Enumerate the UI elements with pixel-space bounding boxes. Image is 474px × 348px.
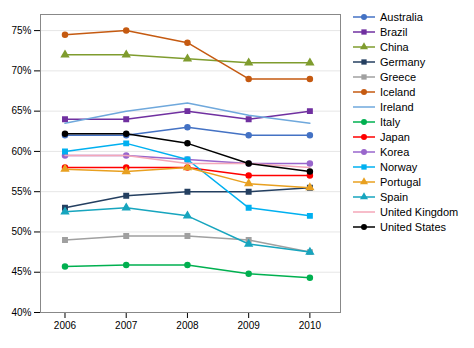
html-text:Ireland: Ireland xyxy=(380,101,414,113)
html-text:Portugal: Portugal xyxy=(380,176,421,188)
svg-text:2010: 2010 xyxy=(299,320,322,331)
svg-text:45%: 45% xyxy=(11,266,31,277)
html-text:United States: United States xyxy=(380,221,446,233)
html-text:Greece: Greece xyxy=(380,71,417,83)
html-text:Korea: Korea xyxy=(380,146,410,158)
svg-text:75%: 75% xyxy=(11,25,31,36)
svg-text:55%: 55% xyxy=(11,186,31,197)
svg-text:2006: 2006 xyxy=(54,320,77,331)
html-text:Germany: Germany xyxy=(380,56,426,68)
html-text:Australia: Australia xyxy=(380,11,423,23)
html-text:Brazil: Brazil xyxy=(380,26,408,38)
html-text:United Kingdom: United Kingdom xyxy=(380,206,459,218)
html-text:Italy: Italy xyxy=(380,116,401,128)
html-text:Norway: Norway xyxy=(380,161,418,173)
svg-text:60%: 60% xyxy=(11,146,31,157)
html-text:China: China xyxy=(380,41,409,53)
svg-text:2008: 2008 xyxy=(176,320,199,331)
svg-text:2007: 2007 xyxy=(115,320,138,331)
svg-text:2009: 2009 xyxy=(238,320,261,331)
svg-text:65%: 65% xyxy=(11,105,31,116)
svg-text:70%: 70% xyxy=(11,65,31,76)
svg-text:40%: 40% xyxy=(11,307,31,318)
html-text:Iceland: Iceland xyxy=(380,86,416,98)
html-text:Japan: Japan xyxy=(380,131,410,143)
svg-text:50%: 50% xyxy=(11,226,31,237)
html-text:Spain: Spain xyxy=(380,191,409,203)
